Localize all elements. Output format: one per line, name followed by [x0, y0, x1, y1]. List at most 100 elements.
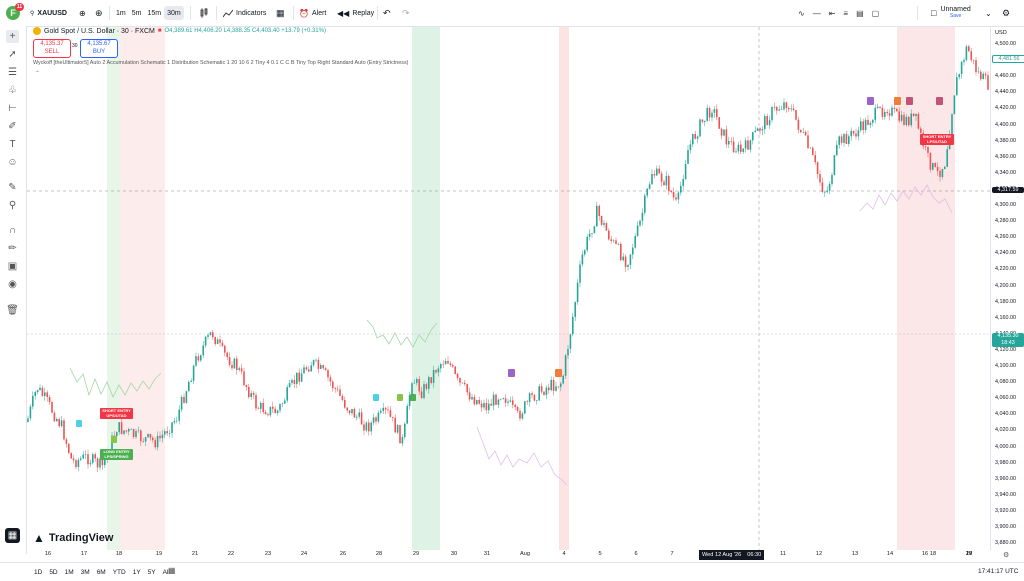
crosshair-price-badge: 4,317.59	[992, 187, 1024, 193]
range-ytd-button[interactable]: YTD	[112, 568, 126, 576]
interval-5m[interactable]: 5m	[131, 9, 142, 17]
indicators-button[interactable]: Indicators	[223, 0, 266, 26]
object-tree-icon[interactable]: ▦	[5, 528, 20, 543]
accumulation-zone	[107, 27, 120, 550]
price-tick: 4,420.00	[995, 105, 1016, 112]
bottom-toolbar: 1D 5D 1M 3M 6M YTD 1Y 5Y All ▦ 17:41:17 UTC	[0, 562, 1024, 581]
time-axis[interactable]: 16171819212223242628293031Aug45679101112…	[27, 550, 990, 562]
time-tick: 5	[598, 551, 602, 557]
layouts-grid-icon[interactable]: ▦	[276, 7, 285, 18]
symbol-title[interactable]: Gold Spot / U.S. Dollar · 30 · FXCM	[44, 27, 155, 35]
add-symbol-icon[interactable]: ⊕	[95, 7, 103, 18]
chevron-down-icon[interactable]: ⌄	[985, 8, 992, 18]
parallel-lines-icon[interactable]: ≡	[843, 8, 849, 18]
phase-marker	[508, 369, 515, 377]
time-tick: 17	[965, 551, 973, 557]
range-5y-button[interactable]: 5Y	[147, 568, 156, 576]
price-tick: 3,960.00	[995, 475, 1016, 482]
collapse-legend-icon[interactable]: ⌃	[35, 71, 41, 77]
price-tick: 4,500.00	[995, 41, 1016, 47]
price-tick: 4,440.00	[995, 89, 1016, 96]
range-1y-button[interactable]: 1Y	[132, 568, 141, 576]
rectangle-icon[interactable]: ▢	[871, 8, 880, 18]
chart-pane[interactable]: Gold Spot / U.S. Dollar · 30 · FXCM ■ O4…	[27, 27, 990, 550]
pattern-icon[interactable]: ♧	[8, 85, 17, 96]
price-tick: 4,280.00	[995, 218, 1016, 225]
compare-icon[interactable]: ⊕	[79, 8, 86, 18]
interval-15m[interactable]: 15m	[147, 9, 162, 17]
range-6m-button[interactable]: 6M	[96, 568, 106, 576]
range-1m-button[interactable]: 1M	[64, 568, 74, 576]
time-tick: 31	[483, 551, 491, 557]
buy-button[interactable]: 4,135.67 BUY	[80, 39, 118, 58]
phase-marker	[555, 369, 562, 377]
trash-icon[interactable]: 🗑	[6, 305, 19, 316]
magnet-icon[interactable]: ∩	[8, 225, 17, 236]
price-tick: 4,020.00	[995, 427, 1016, 434]
eye-icon[interactable]: ◉	[8, 279, 17, 290]
layout-save-status: Save	[949, 13, 962, 19]
time-tick: 6	[634, 551, 638, 557]
text-icon[interactable]: T	[9, 139, 16, 150]
price-axis[interactable]: USD 4,500.004,480.004,460.004,440.004,42…	[990, 27, 1024, 550]
zoom-icon[interactable]: ⚲	[8, 200, 17, 211]
range-5d-button[interactable]: 5D	[49, 568, 58, 576]
sell-button[interactable]: 4,135.37 SELL	[33, 39, 71, 58]
horizontal-line-icon[interactable]: —	[812, 8, 821, 18]
phase-marker	[936, 97, 943, 105]
arrow-line-icon[interactable]: ⇤	[828, 8, 836, 18]
indicator-legend[interactable]: Wyckoff [theUltimator5] Auto 2 Accumulat…	[33, 60, 409, 66]
trendline-icon[interactable]: ➚	[8, 49, 17, 60]
price-chart	[27, 27, 990, 550]
time-tick: 12	[815, 551, 823, 557]
range-all-button[interactable]: All	[162, 568, 170, 576]
currency-label: USD	[995, 30, 1007, 36]
candles-icon[interactable]	[199, 0, 209, 26]
undo-icon[interactable]: ↶	[383, 7, 391, 18]
accumulation-zone	[412, 27, 440, 550]
close-icon[interactable]: ■	[157, 28, 162, 34]
phase-marker	[867, 97, 874, 105]
sell-label: SELL	[44, 49, 60, 55]
phase-marker	[76, 420, 82, 427]
brush-icon[interactable]: ✐	[8, 121, 17, 132]
pencil-lock-icon[interactable]: ✏	[8, 243, 17, 254]
range-1d-button[interactable]: 1D	[34, 568, 43, 576]
range-3m-button[interactable]: 3M	[80, 568, 90, 576]
account-avatar[interactable]: F 11	[6, 3, 24, 20]
settings-icon[interactable]: ⚙	[1002, 7, 1011, 18]
fib-icon[interactable]: ☰	[8, 67, 17, 78]
emoji-icon[interactable]: ☺	[7, 157, 18, 168]
alert-button[interactable]: ⏰ Alert	[299, 0, 326, 26]
time-tick: 7	[670, 551, 674, 557]
price-tick: 4,100.00	[995, 363, 1016, 369]
price-tick: 4,180.00	[995, 298, 1016, 305]
interval-1m[interactable]: 1m	[116, 9, 126, 17]
date-range-icon[interactable]: ▦	[168, 566, 176, 575]
redo-icon[interactable]: ↷	[402, 7, 410, 18]
ruler-icon[interactable]: ▤	[856, 8, 864, 18]
search-icon: ⚲	[30, 10, 35, 17]
interval-30m[interactable]: 30m	[164, 6, 184, 20]
layout-menu[interactable]: □ Unnamed Save	[931, 0, 971, 26]
time-tick: 19	[965, 551, 973, 557]
current-price-badge: 4,135.30 18:43	[992, 333, 1024, 347]
symbol-search[interactable]: ⚲ XAUUSD	[30, 0, 67, 26]
buy-label: BUY	[92, 49, 106, 55]
measure-icon[interactable]: ✎	[8, 182, 17, 193]
price-tick: 4,300.00	[995, 202, 1016, 208]
forecast-icon[interactable]: ⊢	[8, 103, 17, 114]
lock-icon[interactable]: ▣	[7, 261, 18, 272]
replay-button[interactable]: ◀◀ Replay	[337, 0, 374, 26]
utc-clock[interactable]: 17:41:17 UTC	[978, 568, 1019, 575]
price-tick: 4,380.00	[995, 137, 1016, 144]
axis-settings-icon[interactable]: ⚙	[1003, 552, 1010, 559]
long-entry-signal: LONG ENTRY LPS/SPRING	[100, 449, 133, 460]
price-tick: 4,220.00	[995, 266, 1016, 273]
tradingview-logo[interactable]: ▲ TradingView	[33, 531, 113, 545]
time-tick: 22	[227, 551, 235, 557]
distribution-zone	[120, 27, 165, 550]
trend-icon[interactable]: ∿	[798, 8, 805, 18]
crosshair-icon[interactable]: +	[6, 30, 19, 43]
time-tick: 19	[155, 551, 163, 557]
